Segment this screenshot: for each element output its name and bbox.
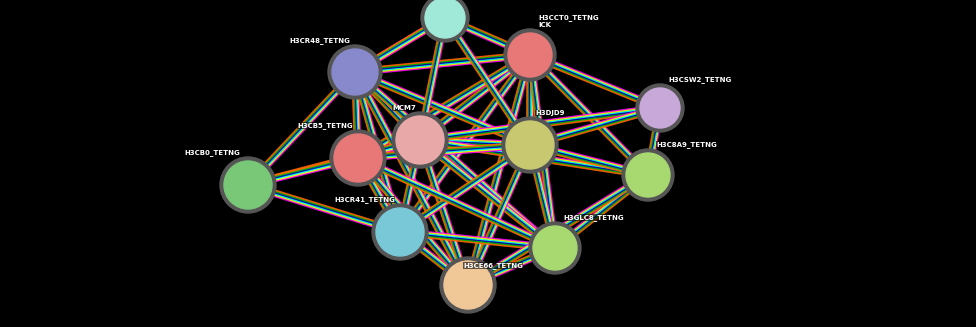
Circle shape	[529, 222, 581, 274]
Text: H3CB5_TETNG: H3CB5_TETNG	[298, 122, 353, 129]
Text: H3GLC8_TETNG: H3GLC8_TETNG	[563, 214, 624, 221]
Circle shape	[502, 117, 558, 173]
Circle shape	[533, 226, 577, 270]
Circle shape	[376, 208, 424, 256]
Circle shape	[224, 161, 272, 209]
Circle shape	[508, 33, 552, 77]
Text: H3CR48_TETNG: H3CR48_TETNG	[289, 37, 350, 44]
Circle shape	[372, 204, 428, 260]
Circle shape	[636, 84, 684, 132]
Circle shape	[640, 88, 680, 128]
Circle shape	[330, 130, 386, 186]
Circle shape	[425, 0, 465, 38]
Circle shape	[421, 0, 469, 42]
Circle shape	[332, 49, 378, 95]
Text: H3CR41_TETNG: H3CR41_TETNG	[334, 196, 395, 203]
Text: H3C8A9_TETNG: H3C8A9_TETNG	[656, 141, 716, 148]
Circle shape	[334, 134, 382, 182]
Circle shape	[626, 153, 670, 197]
Circle shape	[328, 45, 382, 99]
Text: H3CCT0_TETNG
ICK: H3CCT0_TETNG ICK	[538, 14, 598, 28]
Circle shape	[220, 157, 276, 213]
Text: MCM7: MCM7	[392, 105, 416, 111]
Circle shape	[396, 116, 444, 164]
Circle shape	[440, 257, 496, 313]
Text: H3CSW2_TETNG: H3CSW2_TETNG	[668, 76, 731, 83]
Circle shape	[506, 121, 554, 169]
Circle shape	[392, 112, 448, 168]
Text: H3CB0_TETNG: H3CB0_TETNG	[184, 149, 240, 156]
Circle shape	[504, 29, 556, 81]
Text: H3CE66_TETNG: H3CE66_TETNG	[463, 262, 523, 269]
Text: H3DJD9: H3DJD9	[535, 110, 564, 116]
Circle shape	[622, 149, 674, 201]
Circle shape	[444, 261, 492, 309]
